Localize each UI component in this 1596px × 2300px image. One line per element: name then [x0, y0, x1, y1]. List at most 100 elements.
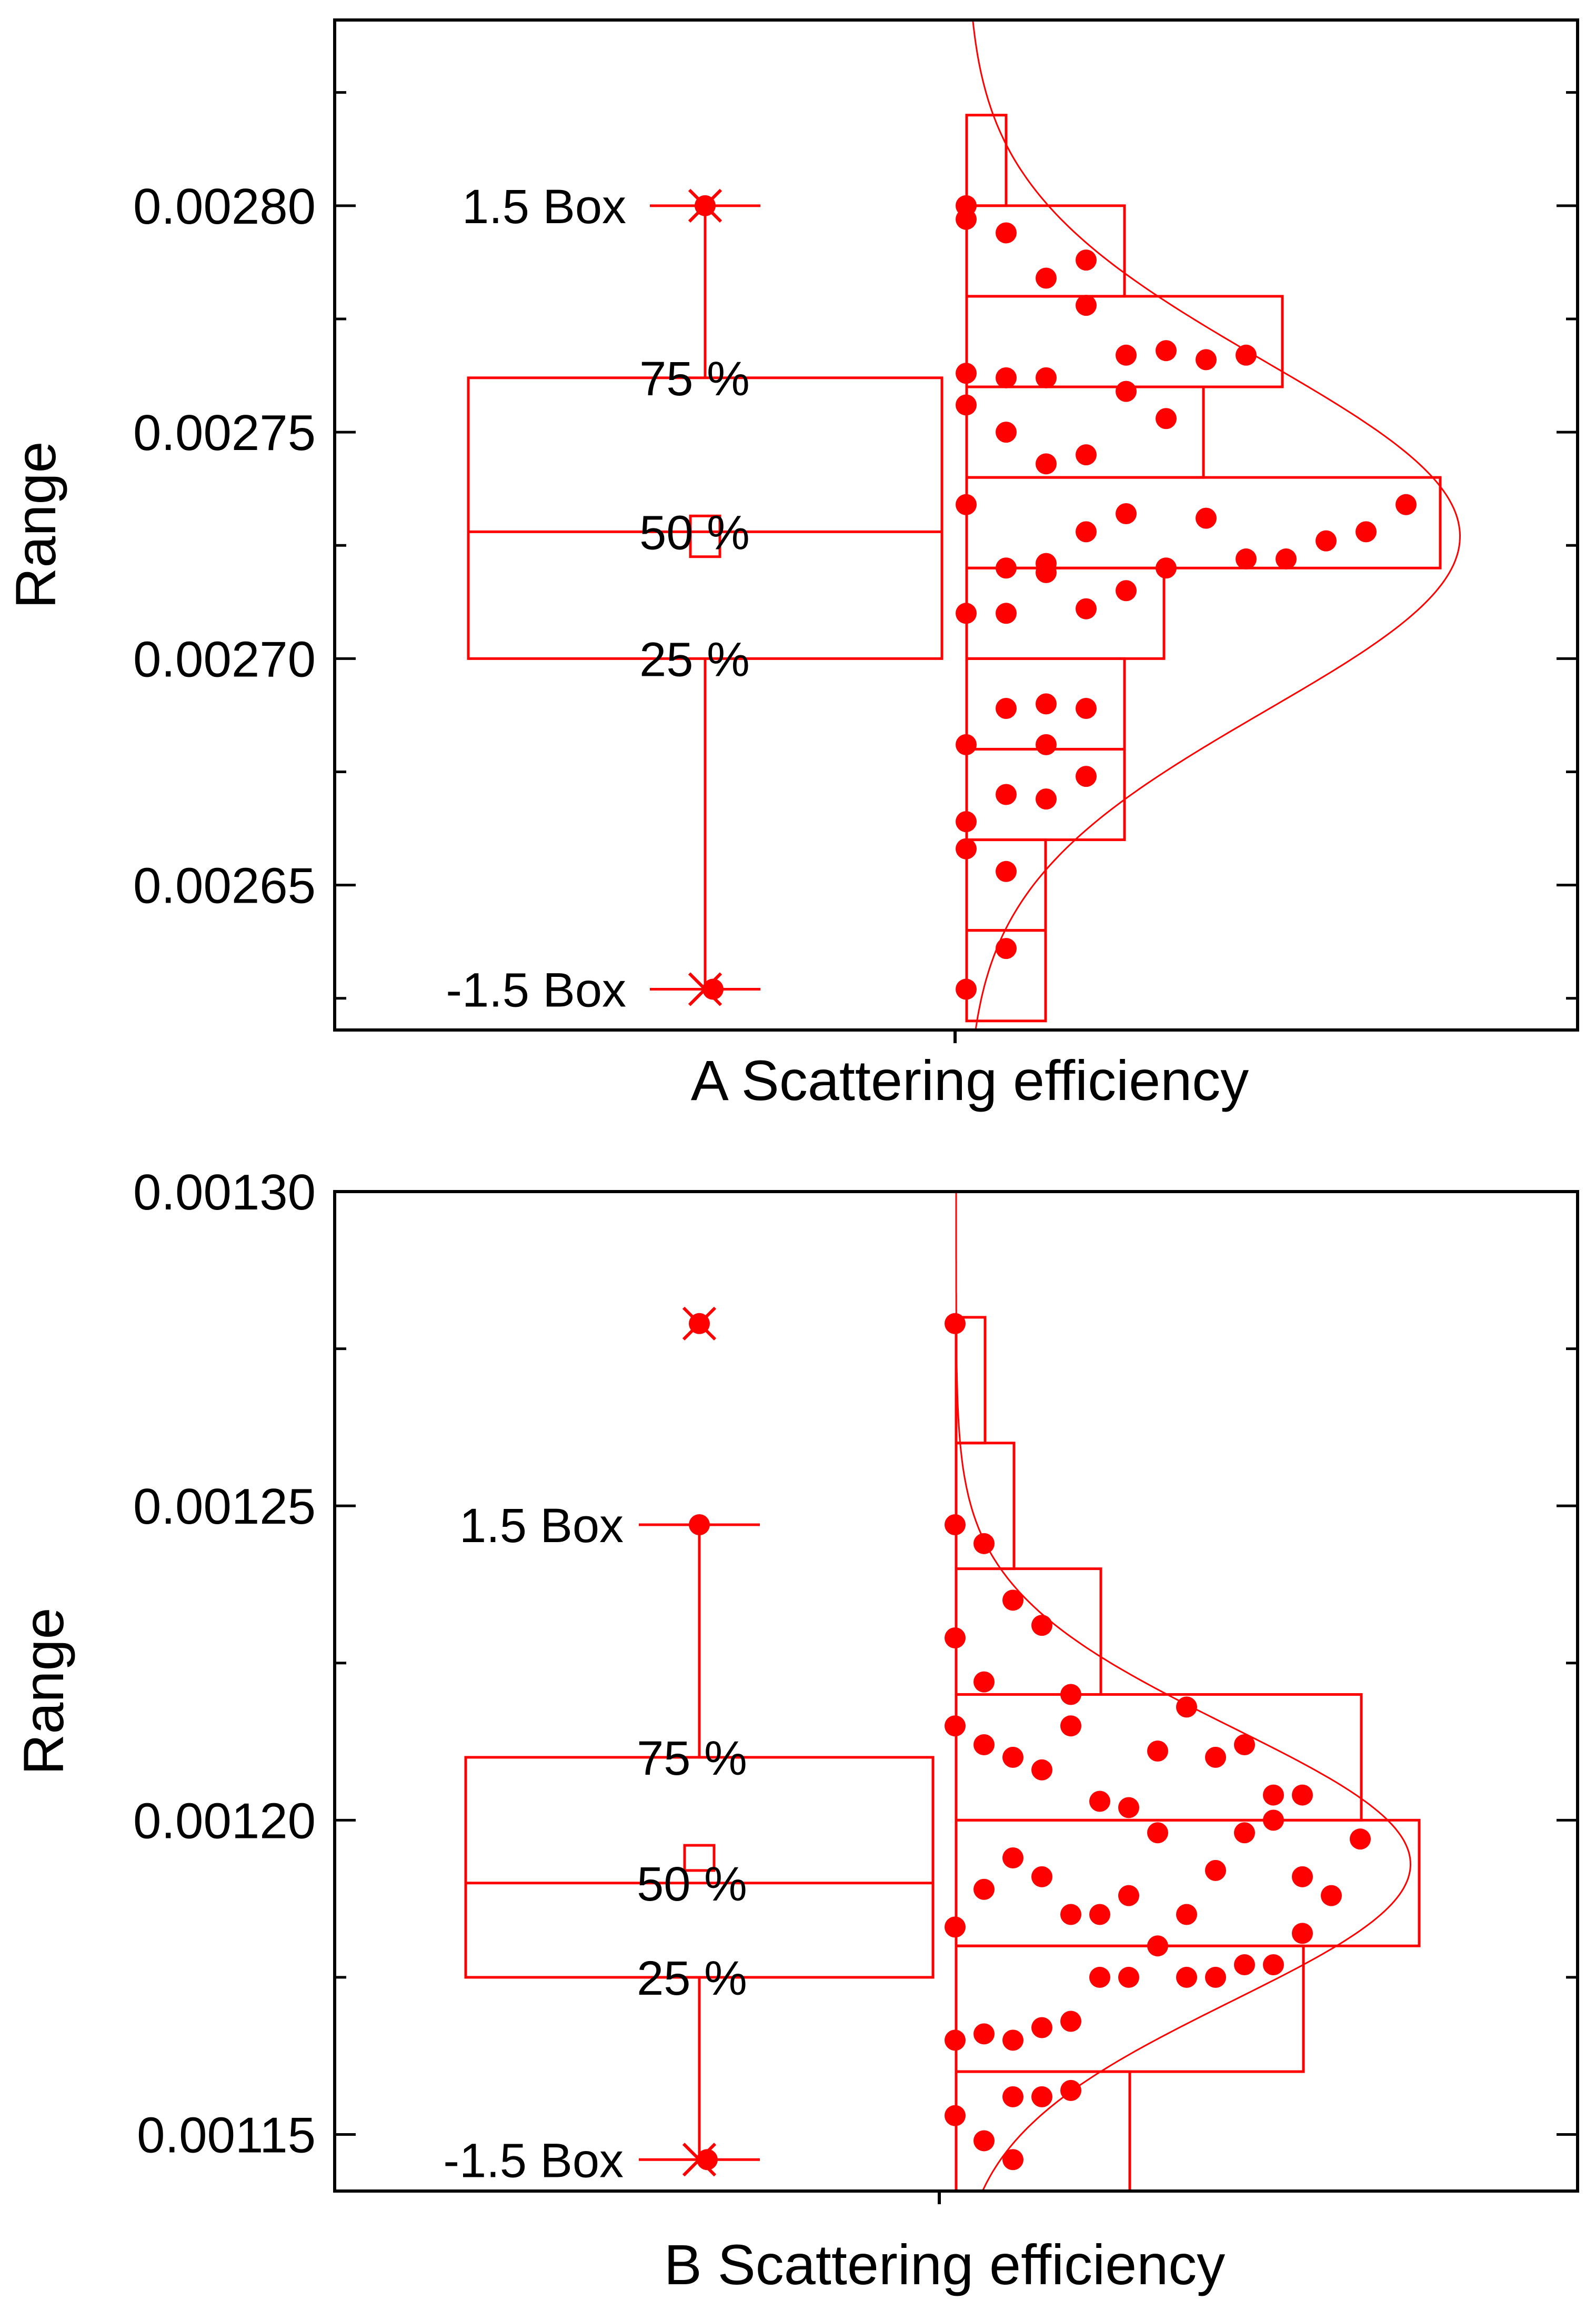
- panel-a-data-point-47: [996, 938, 1017, 959]
- panel-b-data-point-30: [1234, 1822, 1255, 1844]
- panel-a-data-point-11: [1196, 349, 1217, 371]
- panel-b-data-point-4: [1031, 1615, 1052, 1636]
- panel-b-y-axis-label: Range: [12, 1607, 75, 1775]
- panel-b-data-point-41: [1234, 1954, 1255, 1976]
- panel-a-data-point-12: [1236, 344, 1257, 366]
- panel-b-data-point-33: [1321, 1885, 1342, 1906]
- panel-b-data-point-11: [1002, 1746, 1023, 1768]
- panel-b-data-point-29: [1205, 1859, 1226, 1881]
- panel-b-label-whisker-low: -1.5 Box: [443, 2134, 624, 2187]
- panel-a-x-axis-label: A Scattering efficiency: [691, 1048, 1249, 1112]
- panel-b-label-q1: 25 %: [637, 1952, 747, 2005]
- panel-a-data-point-29: [1316, 530, 1337, 552]
- panel-b-data-point-54: [1002, 2149, 1023, 2171]
- panel-b-data-point-42: [1263, 1954, 1284, 1976]
- panel-a-data-point-41: [996, 784, 1017, 805]
- panel-b-data-point-8: [1176, 1696, 1197, 1718]
- panel-b-data-point-20: [1292, 1784, 1313, 1806]
- panel-b-data-point-35: [945, 1916, 966, 1938]
- panel-b-marker-0-dot: [689, 1313, 710, 1334]
- panel-b-data-point-6: [973, 1671, 995, 1693]
- panel-a-data-point-31: [1396, 494, 1417, 515]
- panel-b-data-point-24: [1060, 1904, 1081, 1925]
- panel-a-ytick-label-0: 0.00265: [133, 858, 316, 914]
- panel-a-data-point-44: [956, 811, 977, 833]
- panel-a-data-point-32: [956, 603, 977, 624]
- panel-b-hist-bar-3: [955, 1693, 1363, 1822]
- panel-a-label-median: 50 %: [639, 506, 750, 559]
- panel-b-data-point-10: [973, 1734, 995, 1756]
- panel-a-hist-bar-9: [965, 114, 1008, 207]
- panel-b-data-point-44: [945, 2029, 966, 2051]
- panel-a-data-point-34: [1076, 598, 1097, 619]
- panel-a-data-point-25: [1156, 557, 1177, 579]
- panel-a-label-whisker-high: 1.5 Box: [462, 180, 626, 234]
- panel-a-box-labels: 1.5 Box 75 % 50 % 25 % -1.5 Box: [446, 180, 749, 1017]
- panel-b-data-point-34: [1350, 1828, 1371, 1850]
- panel-a-marker-0-dot: [695, 195, 716, 216]
- panel-b-ytick-label-2: 0.00125: [133, 1478, 316, 1535]
- panel-a-data-point-48: [956, 978, 977, 1000]
- panel-a-data-point-1: [956, 208, 977, 230]
- panel-b-hist-bar-6: [955, 1316, 987, 1445]
- panel-b-data-point-36: [1147, 1935, 1168, 1957]
- panel-a-data-point-26: [1196, 507, 1217, 529]
- panel-b-data-point-37: [1118, 1966, 1139, 1988]
- panel-b-data-point-18: [1234, 1734, 1255, 1756]
- panel-a-data-point-17: [1076, 444, 1097, 466]
- panel-a-data-point-39: [956, 734, 977, 755]
- panel-b-ytick-label-3: 0.00130: [133, 1164, 316, 1221]
- panel-b-marker-2-dot: [697, 2149, 718, 2171]
- panel-a-data-point-9: [1116, 344, 1137, 366]
- panel-b-data-point-22: [1002, 1847, 1023, 1868]
- panel-b-data-point-27: [1147, 1822, 1168, 1844]
- panel-a-normal-curve: [972, 19, 1461, 1031]
- panel-b-marker-1-dot: [689, 1514, 710, 1535]
- panel-b-data-point-53: [973, 2130, 995, 2152]
- panel-a-data-point-36: [996, 698, 1017, 719]
- panel-a-hist-bar-8: [965, 204, 1126, 298]
- panel-b-ytick-label-0: 0.00115: [137, 2107, 316, 2164]
- panel-a-data-point-30: [1356, 521, 1377, 543]
- panel-b-data-point-50: [1031, 2086, 1052, 2107]
- panel-b-box-plot: [464, 1306, 935, 2177]
- panel-b-frame: [333, 1190, 1579, 2204]
- panel-a-data-point-35: [1116, 580, 1137, 602]
- panel-b-label-q3: 75 %: [637, 1732, 747, 1785]
- panel-b-data-point-38: [1089, 1966, 1110, 1988]
- panel-b-mean-box: [683, 1844, 716, 1872]
- panel-a-frame: [333, 18, 1579, 1043]
- panel-b-data-point-23: [1031, 1866, 1052, 1887]
- panel-a-data-point-45: [956, 838, 977, 859]
- panel-a-data-point-5: [1076, 295, 1097, 316]
- panel-a-data-point-14: [956, 394, 977, 416]
- panel-a-normal-curve-group: [972, 19, 1461, 1031]
- panel-a-data-point-4: [1076, 249, 1097, 271]
- panel-a-y-ticks: 0.00265 0.00270 0.00275 0.00280: [133, 91, 1578, 1000]
- panel-a-data-point-46: [996, 861, 1017, 882]
- panel-b-data-point-39: [1176, 1966, 1197, 1988]
- panel-a-data-point-43: [1076, 766, 1097, 787]
- panel-b-data-point-46: [1002, 2029, 1023, 2051]
- panel-b-data-point-31: [1263, 1809, 1284, 1831]
- panel-b-ytick-label-1: 0.00120: [133, 1793, 316, 1849]
- panel-b-data-point-15: [1118, 1797, 1139, 1818]
- panel-b-data-point-1: [945, 1514, 966, 1535]
- panel-a-data-point-28: [1276, 548, 1297, 570]
- panel-a-data-point-38: [1076, 698, 1097, 719]
- panel-b-label-whisker-high: 1.5 Box: [459, 1499, 624, 1553]
- panel-b-x-axis-label: B Scattering efficiency: [664, 2233, 1226, 2296]
- panel-a-data-point-19: [956, 494, 977, 515]
- panel-b-data-point-26: [1118, 1885, 1139, 1906]
- panel-a-data-point-33: [996, 603, 1017, 624]
- panel-b-data-point-0: [945, 1313, 966, 1334]
- panel-b-data-point-21: [973, 1878, 995, 1900]
- panel-a-data-point-3: [1036, 267, 1057, 289]
- panel-a-label-q3: 75 %: [639, 352, 750, 406]
- panel-a-data-point-8: [1036, 367, 1057, 388]
- panel-a-data-point-42: [1036, 788, 1057, 810]
- panel-b-data-point-12: [1031, 1759, 1052, 1781]
- panel-b-data-point-3: [1002, 1589, 1023, 1611]
- panel-b-data-point-25: [1089, 1904, 1110, 1925]
- panel-b-data-point-49: [1002, 2086, 1023, 2107]
